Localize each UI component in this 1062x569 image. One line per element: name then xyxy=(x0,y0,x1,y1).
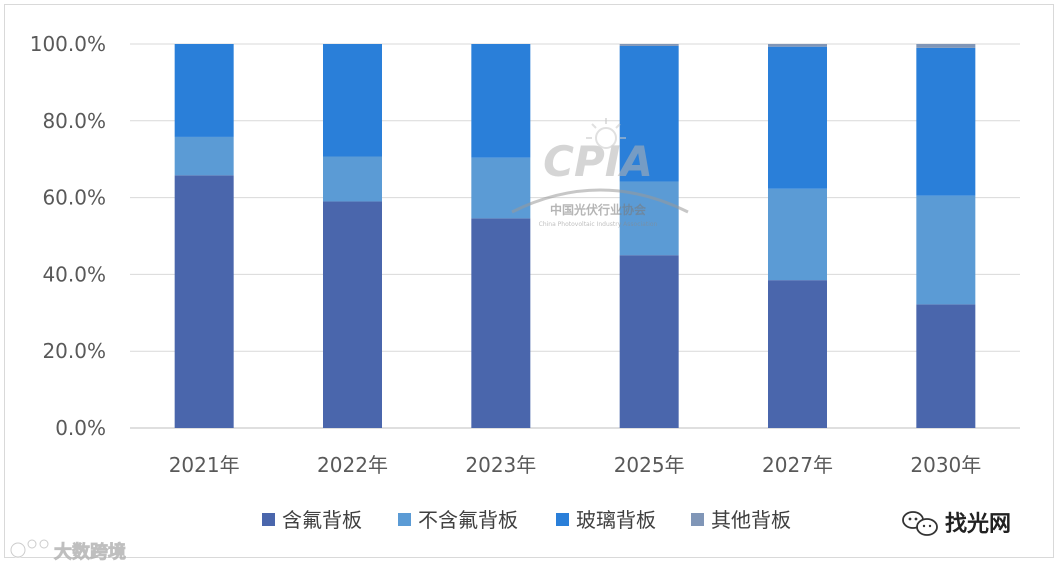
bar-stacks xyxy=(174,44,976,428)
wechat-icon xyxy=(902,511,938,536)
bar-segment xyxy=(174,175,234,428)
bar-segment xyxy=(471,157,531,219)
bar-segment xyxy=(471,44,531,158)
x-tick-label: 2025年 xyxy=(614,453,685,477)
bar-segment xyxy=(768,188,827,281)
y-tick-label: 40.0% xyxy=(42,262,106,286)
cpia-swoosh xyxy=(511,188,689,214)
bar-segment xyxy=(323,44,382,157)
gridlines xyxy=(130,43,1020,429)
legend-swatch xyxy=(398,513,411,526)
bar-segment xyxy=(471,218,531,428)
wechat-source-label: 找光网 xyxy=(945,512,1011,537)
bar-segment xyxy=(768,44,827,47)
x-tick-label: 2023年 xyxy=(465,453,536,477)
y-tick-label: 80.0% xyxy=(42,109,106,133)
bar-segment xyxy=(916,44,976,48)
bar-segment xyxy=(768,280,827,428)
legend-label: 含氟背板 xyxy=(282,508,362,532)
bottom-left-source-label: 大数跨境 xyxy=(54,541,126,563)
bottom-left-watermark: 大数跨境 xyxy=(10,539,126,563)
wechat-source-watermark: 找光网 xyxy=(902,511,1011,537)
bar-segment xyxy=(323,201,382,428)
legend-swatch xyxy=(556,513,569,526)
cpia-logo-text: CPIA xyxy=(543,137,653,186)
bar-segment xyxy=(916,47,976,196)
y-tick-label: 60.0% xyxy=(42,186,106,210)
legend: 含氟背板 不含氟背板 玻璃背板 其他背板 xyxy=(262,508,791,532)
bar-segment xyxy=(619,44,679,46)
x-axis-tick-labels: 2021年 2022年 2023年 2025年 2027年 2030年 xyxy=(169,453,982,477)
legend-label: 其他背板 xyxy=(711,508,791,532)
legend-label: 不含氟背板 xyxy=(418,508,518,532)
cpia-watermark: CPIA 中国光伏行业协会 China Photovoltaic Industr… xyxy=(511,118,689,228)
y-axis-tick-labels: 0.0% 20.0% 40.0% 60.0% 80.0% 100.0% xyxy=(30,32,106,440)
legend-label: 玻璃背板 xyxy=(576,508,656,532)
y-tick-label: 100.0% xyxy=(30,32,106,56)
bar-segment xyxy=(768,46,827,189)
x-tick-label: 2027年 xyxy=(762,453,833,477)
bar-segment xyxy=(619,255,679,428)
bar-segment xyxy=(916,195,976,305)
bar-segment xyxy=(174,44,234,137)
watermark-logo-icon xyxy=(10,539,49,558)
cpia-english-name: China Photovoltaic Industry Association xyxy=(539,221,658,228)
cpia-chinese-name: 中国光伏行业协会 xyxy=(550,202,647,217)
bar-segment xyxy=(174,136,234,176)
bar-segment xyxy=(619,45,679,182)
bar-segment xyxy=(323,156,382,202)
legend-swatch xyxy=(262,513,275,526)
y-tick-label: 20.0% xyxy=(42,339,106,363)
x-tick-label: 2021年 xyxy=(169,453,240,477)
legend-swatch xyxy=(691,513,704,526)
x-tick-label: 2022年 xyxy=(317,453,388,477)
x-tick-label: 2030年 xyxy=(910,453,981,477)
sun-icon xyxy=(586,118,626,149)
bar-segment xyxy=(916,304,976,428)
y-tick-label: 0.0% xyxy=(55,416,106,440)
